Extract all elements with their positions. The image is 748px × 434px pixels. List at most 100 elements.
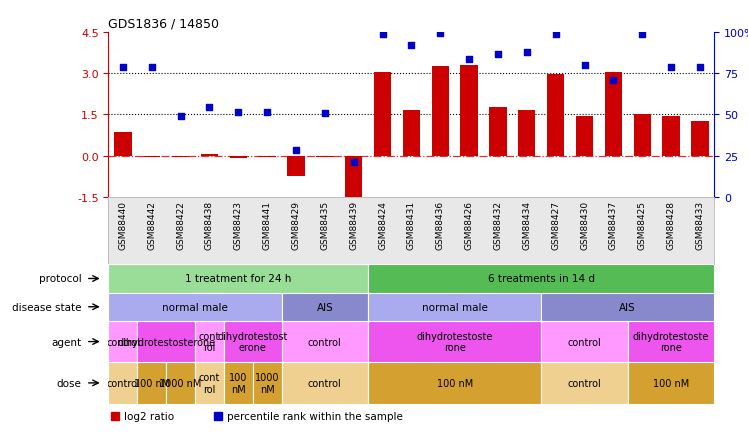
Bar xyxy=(542,293,714,321)
Text: percentile rank within the sample: percentile rank within the sample xyxy=(227,411,402,421)
Point xyxy=(174,113,186,120)
Text: AIS: AIS xyxy=(316,302,333,312)
Bar xyxy=(172,156,189,158)
Bar xyxy=(108,265,368,293)
Text: 100 nM: 100 nM xyxy=(437,378,473,388)
Bar xyxy=(576,116,593,156)
Text: GSM88424: GSM88424 xyxy=(378,201,387,250)
Point xyxy=(550,32,562,39)
Text: dose: dose xyxy=(57,378,82,388)
Text: GSM88426: GSM88426 xyxy=(465,201,473,250)
Text: 6 treatments in 14 d: 6 treatments in 14 d xyxy=(488,274,595,284)
Bar xyxy=(108,362,138,404)
Bar xyxy=(547,75,564,156)
Bar xyxy=(489,108,506,156)
Text: GDS1836 / 14850: GDS1836 / 14850 xyxy=(108,17,219,30)
Text: 1000
nM: 1000 nM xyxy=(255,372,280,394)
Point xyxy=(261,109,273,116)
Point xyxy=(578,62,590,69)
Bar xyxy=(108,293,281,321)
Bar xyxy=(138,362,166,404)
Text: cont
rol: cont rol xyxy=(199,372,220,394)
Bar xyxy=(259,156,276,158)
Text: GSM88427: GSM88427 xyxy=(551,201,560,250)
Bar xyxy=(691,122,708,156)
Text: control: control xyxy=(106,378,140,388)
Bar xyxy=(542,362,628,404)
Bar xyxy=(368,321,542,362)
Bar xyxy=(374,72,391,156)
Text: GSM88438: GSM88438 xyxy=(205,201,214,250)
Bar xyxy=(604,72,622,156)
Text: GSM88422: GSM88422 xyxy=(176,201,185,250)
Point xyxy=(463,56,475,63)
Text: AIS: AIS xyxy=(619,302,636,312)
Text: control: control xyxy=(568,337,601,347)
Text: GSM88430: GSM88430 xyxy=(580,201,589,250)
Point xyxy=(233,109,245,116)
Bar xyxy=(230,156,247,159)
Text: control: control xyxy=(308,337,342,347)
Bar xyxy=(138,321,195,362)
Text: GSM88431: GSM88431 xyxy=(407,201,416,250)
Bar xyxy=(402,111,420,156)
Bar xyxy=(281,362,368,404)
Text: GSM88435: GSM88435 xyxy=(320,201,329,250)
Text: control: control xyxy=(106,337,140,347)
Text: GSM88432: GSM88432 xyxy=(494,201,503,250)
Bar xyxy=(316,156,334,158)
Text: normal male: normal male xyxy=(162,302,228,312)
Text: agent: agent xyxy=(52,337,82,347)
Point xyxy=(492,51,504,58)
Point xyxy=(203,105,215,112)
Text: 100
nM: 100 nM xyxy=(229,372,248,394)
Bar xyxy=(281,321,368,362)
Bar xyxy=(634,115,651,156)
Text: GSM88437: GSM88437 xyxy=(609,201,618,250)
Text: GSM88425: GSM88425 xyxy=(638,201,647,250)
Text: dihydrotestosterone: dihydrotestosterone xyxy=(117,337,215,347)
Text: 1000 nM: 1000 nM xyxy=(159,378,202,388)
Bar xyxy=(143,156,160,158)
Bar xyxy=(663,116,680,156)
Text: cont
rol: cont rol xyxy=(199,331,220,352)
Point xyxy=(146,65,158,72)
Point xyxy=(117,65,129,72)
Point xyxy=(376,32,388,39)
Bar xyxy=(166,362,195,404)
Bar xyxy=(542,321,628,362)
Point xyxy=(348,160,360,167)
Bar xyxy=(518,111,536,156)
Text: GSM88441: GSM88441 xyxy=(263,201,272,250)
Text: GSM88436: GSM88436 xyxy=(436,201,445,250)
Text: GSM88434: GSM88434 xyxy=(522,201,531,250)
Bar xyxy=(287,156,304,177)
Bar xyxy=(200,155,218,156)
Text: dihydrotestoste
rone: dihydrotestoste rone xyxy=(417,331,493,352)
Text: 1 treatment for 24 h: 1 treatment for 24 h xyxy=(185,274,292,284)
Bar xyxy=(345,156,362,201)
Text: disease state: disease state xyxy=(12,302,82,312)
Text: GSM88423: GSM88423 xyxy=(234,201,243,250)
Bar xyxy=(195,362,224,404)
Point xyxy=(694,65,706,72)
Text: protocol: protocol xyxy=(39,274,82,284)
Point xyxy=(319,110,331,117)
Point xyxy=(637,32,649,39)
Text: control: control xyxy=(568,378,601,388)
Bar xyxy=(114,133,132,156)
Bar xyxy=(195,321,224,362)
Point xyxy=(435,30,447,37)
Point xyxy=(665,65,677,72)
Text: GSM88429: GSM88429 xyxy=(292,201,301,250)
Bar xyxy=(432,67,449,156)
Point xyxy=(405,43,417,50)
Bar xyxy=(368,362,542,404)
Bar xyxy=(224,362,253,404)
Text: dihydrotestost
erone: dihydrotestost erone xyxy=(218,331,288,352)
Text: GSM88442: GSM88442 xyxy=(147,201,156,250)
Bar xyxy=(628,321,714,362)
Text: GSM88440: GSM88440 xyxy=(118,201,127,250)
Text: GSM88428: GSM88428 xyxy=(666,201,675,250)
Text: 100 nM: 100 nM xyxy=(134,378,170,388)
